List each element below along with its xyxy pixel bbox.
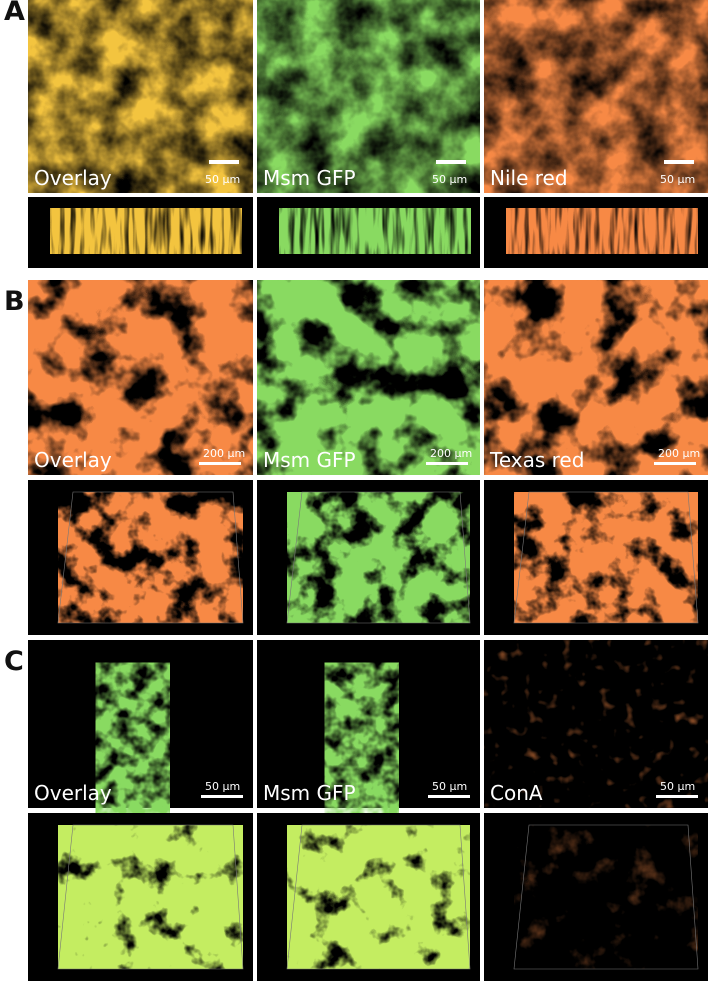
render-3d-box — [286, 824, 471, 970]
render-3d-box — [513, 491, 699, 624]
fluorescence — [28, 280, 253, 475]
fluorescence — [257, 280, 480, 475]
scale-bar-label: 50 µm — [205, 780, 240, 793]
render-3d-box — [57, 824, 244, 970]
image-caption: Overlay — [34, 448, 112, 472]
render-3d-box — [513, 824, 699, 970]
scale-bar-label: 200 µm — [658, 447, 700, 460]
render-3d-volume — [50, 208, 242, 254]
render-3d-volume — [58, 492, 243, 623]
fluorescence — [28, 0, 253, 193]
image-caption: Texas red — [489, 448, 584, 472]
scale-bar-label: 50 µm — [660, 173, 695, 186]
scale-bar-label: 50 µm — [205, 173, 240, 186]
render-3d-volume — [506, 208, 698, 254]
scale-bar-label: 50 µm — [432, 780, 467, 793]
image-caption: Overlay — [34, 781, 112, 805]
image-caption: Overlay — [34, 166, 112, 190]
scale-bar — [654, 462, 696, 465]
biofilm-cells — [324, 662, 399, 833]
render-3d-box — [286, 491, 471, 624]
scale-bar — [664, 160, 694, 164]
scale-bar — [428, 795, 470, 798]
render-3d-volume — [514, 492, 698, 623]
render-3d-volume — [514, 825, 698, 969]
render-3d-volume — [58, 825, 243, 969]
fluorescence — [484, 280, 708, 475]
fluorescence — [484, 0, 708, 193]
scale-bar — [656, 795, 698, 798]
scale-bar — [201, 795, 243, 798]
scale-bar — [426, 462, 468, 465]
render-3d-volume — [279, 208, 471, 254]
image-caption: ConA — [490, 781, 543, 805]
panel-label: B — [4, 286, 25, 317]
scale-bar — [209, 160, 239, 164]
biofilm — [324, 662, 399, 833]
image-caption: Msm GFP — [263, 781, 356, 805]
scale-bar-label: 200 µm — [203, 447, 245, 460]
scale-bar — [199, 462, 241, 465]
scale-bar-label: 50 µm — [432, 173, 467, 186]
scale-bar — [436, 160, 466, 164]
fluorescence — [257, 0, 480, 193]
biofilm-cells — [95, 662, 170, 833]
scale-bar-label: 200 µm — [430, 447, 472, 460]
biofilm — [95, 662, 170, 833]
image-caption: Nile red — [490, 166, 568, 190]
render-3d-volume — [287, 492, 470, 623]
scale-bar-label: 50 µm — [660, 780, 695, 793]
image-caption: Msm GFP — [263, 166, 356, 190]
panel-label: C — [4, 646, 24, 677]
render-3d-box — [57, 491, 244, 624]
image-caption: Msm GFP — [263, 448, 356, 472]
render-3d-volume — [287, 825, 470, 969]
panel-label: A — [4, 0, 25, 27]
fluorescence — [484, 640, 708, 808]
